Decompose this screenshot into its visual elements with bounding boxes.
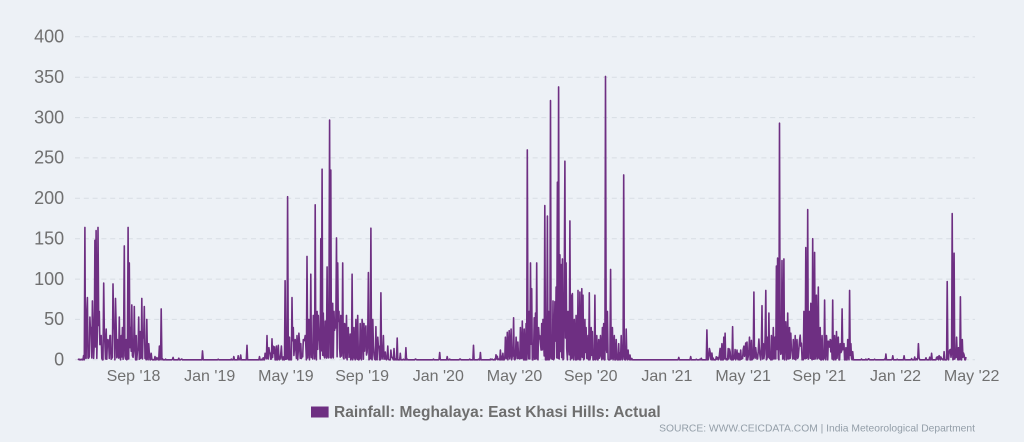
svg-text:May '22: May '22 xyxy=(944,368,1000,385)
svg-text:May '21: May '21 xyxy=(715,368,771,385)
svg-text:Jan '21: Jan '21 xyxy=(641,368,692,385)
svg-text:Sep '19: Sep '19 xyxy=(335,368,389,385)
svg-text:150: 150 xyxy=(34,229,64,249)
svg-text:SOURCE: WWW.CEICDATA.COM | Ind: SOURCE: WWW.CEICDATA.COM | India Meteoro… xyxy=(659,424,975,435)
svg-text:0: 0 xyxy=(54,350,64,370)
svg-text:300: 300 xyxy=(34,107,64,127)
svg-text:200: 200 xyxy=(34,188,64,208)
svg-text:50: 50 xyxy=(44,309,64,329)
svg-text:Rainfall: Meghalaya: East Khas: Rainfall: Meghalaya: East Khasi Hills: A… xyxy=(334,404,661,421)
svg-text:Sep '21: Sep '21 xyxy=(792,368,846,385)
svg-text:100: 100 xyxy=(34,269,64,289)
svg-text:May '19: May '19 xyxy=(258,368,314,385)
svg-text:Jan '22: Jan '22 xyxy=(870,368,921,385)
svg-text:Jan '19: Jan '19 xyxy=(184,368,235,385)
svg-text:Jan '20: Jan '20 xyxy=(413,368,464,385)
svg-text:350: 350 xyxy=(34,67,64,87)
svg-text:250: 250 xyxy=(34,148,64,168)
svg-text:400: 400 xyxy=(34,27,64,47)
svg-text:May '20: May '20 xyxy=(487,368,543,385)
svg-text:Sep '18: Sep '18 xyxy=(107,368,161,385)
svg-text:Sep '20: Sep '20 xyxy=(564,368,618,385)
